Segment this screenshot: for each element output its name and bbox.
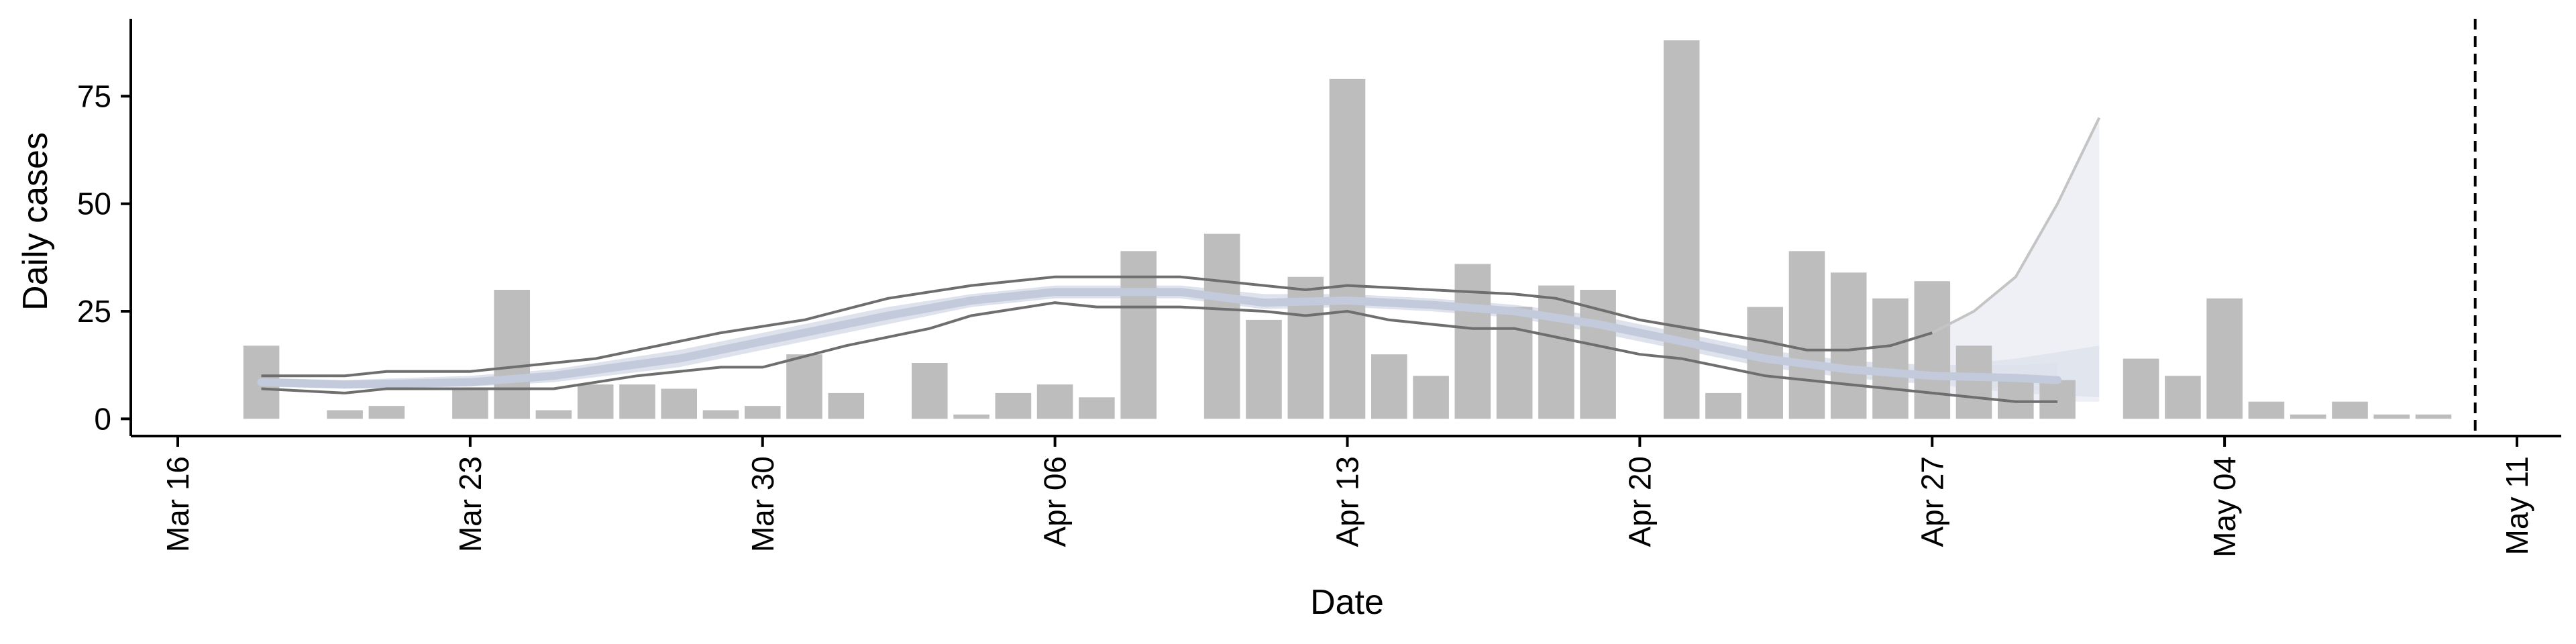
x-tick-label-Apr-13: Apr 13 [1330,456,1365,547]
bar-2020-04-04 [953,414,989,419]
bar-2020-03-21 [368,406,405,419]
bar-2020-03-31 [786,354,822,419]
x-tick-label-Apr-06: Apr 06 [1038,456,1073,547]
y-tick-label-75: 75 [77,78,111,113]
y-tick-label-25: 25 [77,294,111,329]
forecast-upper-line [1931,117,2101,334]
bar-2020-04-15 [1413,376,1449,419]
bar-2020-05-05 [2248,401,2285,419]
x-tick-label-May-04: May 04 [2207,456,2242,557]
bar-2020-03-27 [619,384,655,419]
bar-2020-04-06 [1036,384,1073,419]
outer-lower-line [261,301,2058,403]
bar-2020-04-08 [1120,251,1157,419]
bar-2020-04-07 [1079,397,1115,419]
bar-2020-04-30 [2039,380,2076,419]
bar-2020-04-26 [1872,298,1909,419]
bar-2020-04-29 [1998,376,2034,419]
bar-2020-03-29 [702,410,739,419]
bar-2020-05-06 [2290,414,2326,419]
bar-2020-04-25 [1830,272,1867,419]
x-axis-title: Date [1310,583,1384,622]
interval-lines [257,117,2101,403]
forecast-outer-band [1932,117,2100,402]
bar-2020-03-23 [452,388,488,419]
bar-2020-04-01 [828,392,865,419]
y-tick-label-50: 50 [77,186,111,221]
bar-2020-04-03 [912,363,948,419]
bar-2020-05-07 [2332,401,2368,419]
bar-2020-05-03 [2165,376,2201,419]
bar-2020-03-30 [745,406,781,419]
bar-2020-04-17 [1496,307,1533,419]
x-tick-label-May-11: May 11 [2500,456,2534,555]
bar-2020-05-02 [2123,358,2159,419]
bar-2020-03-28 [661,388,697,419]
bar-2020-04-28 [1955,345,1992,419]
bar-2020-03-24 [494,290,530,419]
bar-2020-05-09 [2415,414,2452,419]
bar-2020-04-27 [1914,281,1951,419]
outer-upper-line [261,275,1933,378]
bar-2020-05-04 [2206,298,2243,419]
bar-2020-04-16 [1454,264,1491,419]
y-axis-title: Daily cases [16,132,55,311]
x-tick-label-Mar-23: Mar 23 [453,456,488,552]
median-line [257,288,2062,389]
bar-2020-04-14 [1371,354,1407,419]
bar-2020-05-08 [2373,414,2410,419]
y-tick-label-0: 0 [94,401,111,436]
x-tick-label-Mar-16: Mar 16 [160,456,195,552]
x-tick-label-Mar-30: Mar 30 [745,456,780,552]
axes: 0 25 50 75 Mar 16 Mar 23 Mar 30 Apr 06 Apr 13 Apr… [77,19,2561,557]
bar-2020-04-18 [1538,285,1574,419]
bar-2020-03-20 [327,410,363,419]
bar-2020-04-24 [1788,251,1825,419]
bar-2020-04-13 [1329,78,1366,419]
bar-2020-03-25 [535,410,572,419]
bar-2020-04-21 [1663,40,1700,419]
x-tick-label-Apr-20: Apr 20 [1622,456,1657,547]
bar-2020-04-22 [1705,392,1741,419]
x-tick-label-Apr-27: Apr 27 [1915,456,1949,547]
bar-2020-04-11 [1246,319,1282,419]
daily-case-bars [243,40,2452,419]
bar-2020-04-05 [995,392,1032,419]
bar-2020-03-26 [577,384,614,419]
bar-2020-04-10 [1203,233,1240,419]
